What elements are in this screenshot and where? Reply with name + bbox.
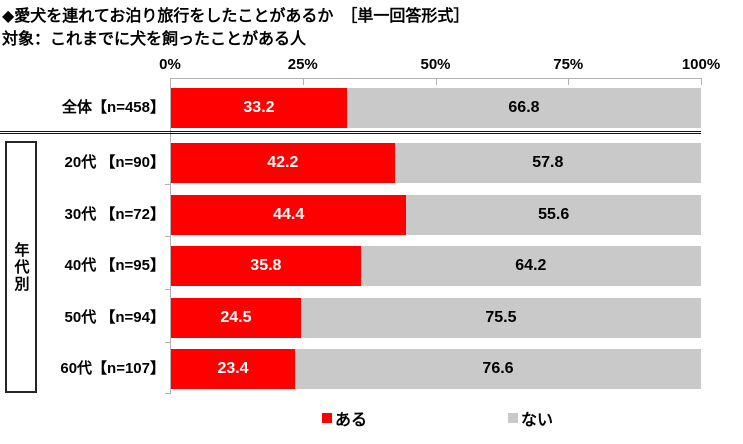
bar-value-label: 42.2	[267, 154, 299, 171]
bar-value-label: 33.2	[243, 99, 275, 116]
bar-segment-no: 66.8	[346, 88, 701, 128]
category-axis-line	[170, 78, 171, 394]
row-label: 30代 【n=72】	[64, 206, 165, 223]
legend-swatch-icon	[322, 413, 332, 423]
category-axis-tick-mark	[165, 183, 170, 185]
legend-label: ある	[335, 412, 368, 429]
bar-row: 35.8 64.2	[171, 246, 701, 286]
x-axis-tick-mark	[302, 79, 304, 85]
bar-value-label: 76.6	[482, 360, 514, 377]
bar-segment-yes: 42.2	[171, 143, 395, 183]
bar-value-label: 35.8	[250, 257, 282, 274]
bar-value-label: 55.6	[538, 206, 570, 223]
bar-value-label: 64.2	[515, 257, 547, 274]
bar-row: 23.4 76.6	[171, 349, 701, 389]
bar-segment-yes: 44.4	[171, 195, 407, 235]
bar-value-label: 24.5	[220, 309, 252, 326]
x-axis-tick-mark	[170, 79, 171, 85]
row-label: 60代【n=107】	[60, 360, 165, 377]
total-separator-line	[0, 131, 701, 134]
bar-segment-no: 75.5	[300, 298, 701, 338]
bar-value-label: 66.8	[508, 99, 540, 116]
legend-item-no: ない	[508, 406, 553, 430]
x-axis-tick-mark	[435, 79, 437, 85]
chart-subtitle: 対象：これまでに犬を飼ったことがある人	[2, 31, 307, 48]
bar-segment-yes: 23.4	[171, 349, 296, 389]
age-group-bracket: 年代別	[5, 141, 37, 393]
legend-label: ない	[521, 412, 554, 429]
x-axis-tick-label: 50%	[420, 56, 451, 73]
bar-value-label: 75.5	[485, 309, 517, 326]
bar-value-label: 23.4	[217, 360, 249, 377]
bar-row: 24.5 75.5	[171, 298, 701, 338]
bar-segment-no: 76.6	[295, 349, 701, 389]
age-group-label: 年代別	[12, 241, 30, 293]
category-axis-tick-mark	[165, 341, 170, 343]
category-axis-tick-mark	[165, 288, 170, 290]
x-axis-tick-label: 25%	[287, 56, 318, 73]
bar-value-label: 57.8	[532, 154, 564, 171]
chart-title: ◆愛犬を連れてお泊り旅行をしたことがあるか ［単一回答形式］	[2, 8, 470, 25]
bar-row: 42.2 57.8	[171, 143, 701, 183]
bar-segment-yes: 24.5	[171, 298, 301, 338]
bar-row: 33.2 66.8	[171, 88, 701, 128]
bar-value-label: 44.4	[273, 206, 305, 223]
category-axis-tick-mark	[165, 236, 170, 237]
row-label: 40代 【n=95】	[64, 257, 165, 274]
bar-row: 44.4 55.6	[171, 195, 701, 235]
x-axis-tick-mark	[568, 79, 570, 85]
bar-segment-yes: 33.2	[171, 88, 347, 128]
row-label: 全体【n=458】	[62, 99, 165, 116]
bar-segment-no: 64.2	[360, 246, 701, 286]
row-label: 20代 【n=90】	[64, 154, 165, 171]
x-axis-tick-label: 75%	[553, 56, 584, 73]
row-label: 50代 【n=94】	[64, 309, 165, 326]
x-axis-tick-label: 100%	[681, 56, 721, 73]
x-axis-line	[170, 78, 702, 79]
legend-item-yes: ある	[322, 406, 367, 430]
x-axis-tick-mark	[701, 79, 702, 85]
legend-swatch-icon	[508, 413, 518, 423]
x-axis-tick-label: 0%	[159, 56, 181, 73]
category-axis-tick-mark	[165, 393, 170, 394]
bar-segment-no: 55.6	[406, 195, 701, 235]
bar-segment-no: 57.8	[394, 143, 701, 183]
bar-segment-yes: 35.8	[171, 246, 361, 286]
